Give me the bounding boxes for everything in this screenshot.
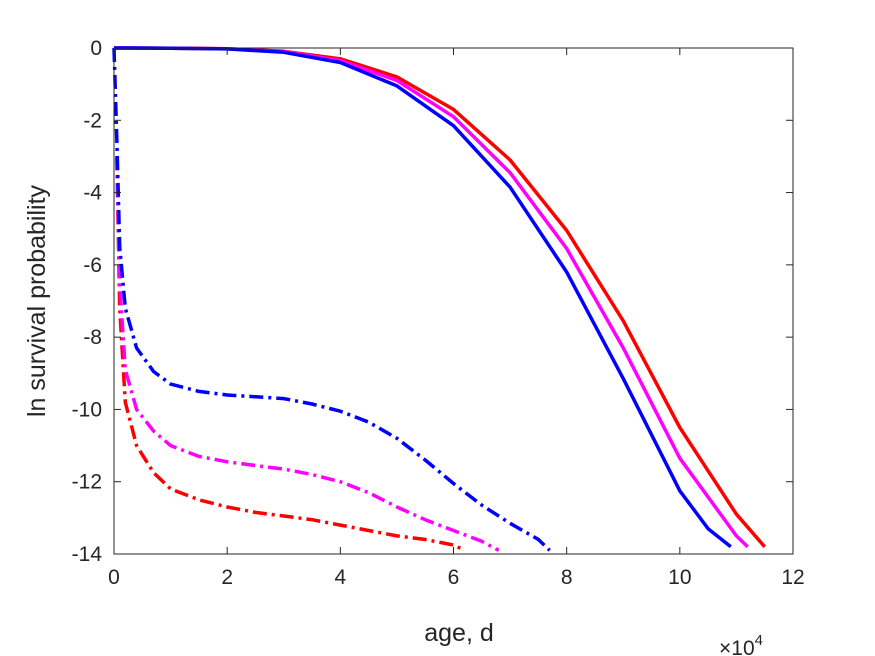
y-tick-label: -12	[72, 471, 102, 494]
x-tick-label: 8	[561, 566, 573, 589]
x-exponent-power: 4	[755, 632, 763, 649]
y-tick-label: -14	[72, 543, 103, 566]
y-tick-label: -2	[83, 109, 102, 132]
ticks-layer	[113, 47, 794, 555]
x-tick-label: 0	[108, 566, 120, 589]
y-tick-label: -10	[72, 398, 102, 421]
plot-area	[114, 48, 793, 554]
x-tick-label: 10	[668, 566, 691, 589]
x-exponent-label: ×104	[719, 632, 763, 656]
y-tick-label: -4	[83, 182, 102, 205]
y-tick-label: -8	[83, 326, 102, 349]
series-line-5	[115, 156, 500, 552]
series-line-6	[112, 47, 551, 552]
labels-layer: 0 2 4 6 8 10 12 0 -2 -4 -6 -8 -10 -12 -14	[72, 37, 805, 589]
x-axis-label: age, d	[424, 619, 494, 647]
y-axis-label: ln survival probability	[23, 184, 51, 417]
y-tick-label: 0	[90, 37, 102, 60]
x-tick-label: 2	[221, 566, 233, 589]
x-exponent-base: ×10	[719, 637, 755, 656]
x-tick-label: 6	[448, 566, 460, 589]
series-line-4	[115, 156, 466, 552]
x-tick-label: 12	[781, 566, 804, 589]
x-tick-label: 4	[334, 566, 346, 589]
y-tick-label: -6	[83, 254, 102, 277]
